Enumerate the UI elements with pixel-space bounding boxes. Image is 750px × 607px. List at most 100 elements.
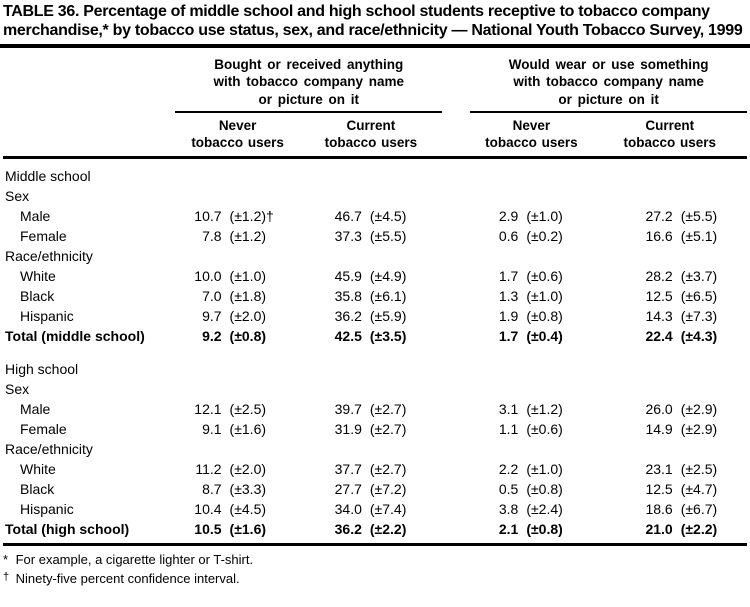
- cell-value: 2.2: [498, 461, 519, 478]
- row-label: Hispanic: [20, 308, 74, 325]
- cell-value: 36.2: [334, 308, 362, 325]
- row-label: Female: [20, 228, 67, 245]
- footnote: * For example, a cigarette lighter or T-…: [3, 551, 750, 570]
- column-gap: [442, 206, 470, 226]
- cell-confidence-interval: (±2.9): [680, 421, 718, 438]
- column-gap: [442, 286, 470, 306]
- cell-value: 1.1: [498, 421, 519, 438]
- cell-value: 18.6: [645, 501, 673, 518]
- cell-value: 42.5: [334, 328, 362, 345]
- cell-confidence-interval: (±4.5): [229, 501, 267, 518]
- table-body: Middle school Sex Male 10.7 (±1.2)† 46.7 (±4.5…: [3, 158, 747, 547]
- cell-confidence-interval: (±3.7): [680, 268, 718, 285]
- row-label: Black: [20, 481, 55, 498]
- table-row: White 10.0 (±1.0) 45.9 (±4.9) 1.7 (±0.6) 28.2 (±…: [3, 266, 747, 286]
- cell-value: 12.1: [194, 401, 222, 418]
- footnotes: * For example, a cigarette lighter or T-…: [0, 546, 750, 589]
- cell-value: 2.1: [470, 519, 519, 547]
- column-group-header-bought: Bought or received anything with tobacco…: [175, 48, 443, 113]
- table-row: Black 8.7 (±3.3) 27.7 (±7.2) 0.5 (±0.8) 12.5 (±4…: [3, 479, 747, 499]
- cell-confidence-interval: (±5.1): [680, 228, 718, 245]
- row-label: Sex: [5, 188, 30, 205]
- section-filler: [175, 186, 747, 206]
- column-gap: [442, 479, 470, 499]
- column-group-row: Bought or received anything with tobacco…: [3, 48, 747, 160]
- cell-value: 0.6: [498, 228, 519, 245]
- cell-value: 28.2: [645, 268, 673, 285]
- cell-value: 27.7: [334, 481, 362, 498]
- cell-confidence-interval: (±4.3): [680, 328, 718, 345]
- cell-confidence-interval: (±3.5): [369, 328, 407, 345]
- section-row: Sex: [3, 379, 747, 399]
- cell-value: 1.3: [498, 288, 519, 305]
- cell-confidence-interval: (±5.9): [369, 308, 407, 325]
- cell-value: 7.0: [202, 288, 222, 305]
- row-label: Hispanic: [20, 501, 74, 518]
- section-filler: [175, 439, 747, 459]
- row-label: Middle school: [5, 168, 91, 185]
- column-gap: [442, 399, 470, 419]
- column-gap: [442, 226, 470, 246]
- cell-value: 12.5: [645, 481, 673, 498]
- cell-value: 37.7: [334, 461, 362, 478]
- cell-confidence-interval: (±3.3): [229, 481, 267, 498]
- cell-confidence-interval: (±1.8): [229, 288, 267, 305]
- cell-value: 9.2: [202, 328, 222, 345]
- cell-confidence-interval: (±5.5): [369, 228, 407, 245]
- cell-value: 31.9: [334, 421, 362, 438]
- row-label: White: [20, 268, 56, 285]
- cell-confidence-interval: (±2.5): [229, 401, 267, 418]
- cell-value: 34.0: [334, 501, 362, 518]
- column-gap: [442, 266, 470, 286]
- footnote-marker: †: [3, 571, 10, 584]
- table-row: Female 7.8 (±1.2) 37.3 (±5.5) 0.6 (±0.2) 16.6 (±…: [3, 226, 747, 246]
- cell-value: 3.1: [498, 401, 519, 418]
- section-filler: [175, 246, 747, 266]
- cell-value: 10.4: [194, 501, 222, 518]
- cell-value: 9.1: [202, 421, 222, 438]
- row-label: Total (high school): [3, 519, 176, 547]
- cell-confidence-interval: (±1.2)†: [229, 208, 274, 225]
- row-label: High school: [5, 361, 79, 378]
- column-header-current-tobacco-users-1: Current tobacco users: [299, 111, 443, 160]
- data-table: Bought or received anything with tobacco…: [3, 48, 747, 547]
- table-header: Bought or received anything with tobacco…: [3, 48, 747, 160]
- cell-value: 45.9: [334, 268, 362, 285]
- table-row: White 11.2 (±2.0) 37.7 (±2.7) 2.2 (±1.0) 23.1 (±…: [3, 459, 747, 479]
- cell-value: 1.9: [498, 308, 519, 325]
- column-gap: [442, 419, 470, 439]
- cell-confidence-interval: (±1.2): [229, 228, 267, 245]
- cell-value: 10.5: [175, 519, 222, 547]
- table-row: Hispanic 9.7 (±2.0) 36.2 (±5.9) 1.9 (±0.8) 14.3…: [3, 306, 747, 326]
- cell-value: 9.7: [202, 308, 222, 325]
- section-row: High school: [3, 346, 747, 379]
- footnote: † Ninety-five percent confidence interva…: [3, 570, 750, 589]
- cell-value: 22.4: [645, 328, 673, 345]
- cell-confidence-interval: (±7.3): [680, 308, 718, 325]
- cell-confidence-interval: (±0.8): [229, 328, 267, 345]
- table-row: Male 10.7 (±1.2)† 46.7 (±4.5) 2.9 (±1.0) 27.2 (±…: [3, 206, 747, 226]
- row-label: Total (middle school): [5, 328, 145, 345]
- cell-confidence-interval: (±0.8): [518, 519, 593, 547]
- cell-confidence-interval: (±1.0): [526, 208, 563, 225]
- column-header-current-tobacco-users-2: Current tobacco users: [592, 111, 747, 160]
- cell-value: 3.8: [498, 501, 519, 518]
- subcolumn-row: Never tobacco users Current tobacco user…: [3, 111, 747, 160]
- cell-value: 37.3: [334, 228, 362, 245]
- cell-value: 35.8: [334, 288, 362, 305]
- table-row: Black 7.0 (±1.8) 35.8 (±6.1) 1.3 (±1.0) 12.5 (±6…: [3, 286, 747, 306]
- cell-value: 12.5: [645, 288, 673, 305]
- cell-confidence-interval: (±1.2): [526, 401, 563, 418]
- column-gap: [442, 326, 470, 346]
- cell-confidence-interval: (±2.9): [680, 401, 718, 418]
- section-row: Middle school: [3, 158, 747, 187]
- cell-confidence-interval: (±6.5): [680, 288, 718, 305]
- table-row: Male 12.1 (±2.5) 39.7 (±2.7) 3.1 (±1.2) 26.0 (±2…: [3, 399, 747, 419]
- cell-confidence-interval: (±2.7): [369, 421, 407, 438]
- cell-confidence-interval: (±4.7): [680, 481, 718, 498]
- cell-value: 21.0: [592, 519, 673, 547]
- cell-confidence-interval: (±5.5): [680, 208, 718, 225]
- cell-confidence-interval: (±2.2): [361, 519, 443, 547]
- cell-value: 2.9: [498, 208, 519, 225]
- cell-confidence-interval: (±2.5): [680, 461, 718, 478]
